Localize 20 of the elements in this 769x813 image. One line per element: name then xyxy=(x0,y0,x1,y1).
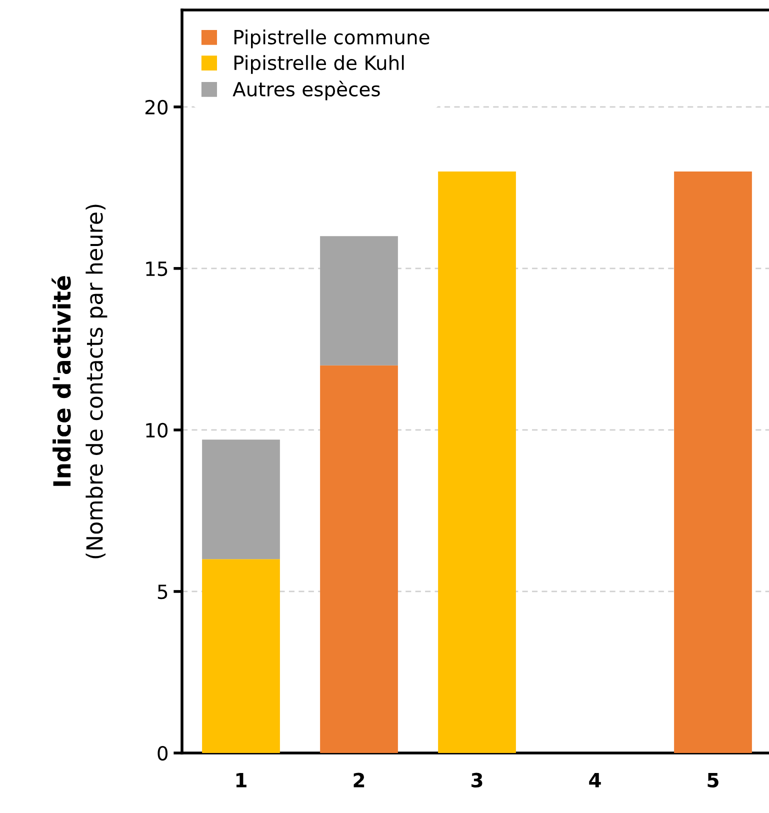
x-tick-label: 3 xyxy=(472,772,482,788)
bar xyxy=(674,172,752,753)
bar xyxy=(202,440,280,560)
x-tick-label: 5 xyxy=(708,773,718,788)
y-tick-label: 15 xyxy=(146,262,168,276)
bar xyxy=(202,559,280,753)
y-tick-label: 10 xyxy=(146,422,168,438)
legend-label: Pipistrelle commune xyxy=(234,29,430,48)
bar xyxy=(320,365,398,753)
y-axis-title: Indice d'activité (Nombre de contacts par heure) xyxy=(52,204,108,558)
bar xyxy=(320,236,398,366)
y-tick-label: 0 xyxy=(158,746,168,761)
bar xyxy=(438,172,516,753)
legend-label: Pipistrelle de Kuhl xyxy=(234,55,404,74)
x-tick-label: 4 xyxy=(589,773,601,788)
x-tick-label: 2 xyxy=(354,772,364,788)
y-tick-label: 20 xyxy=(145,100,168,115)
x-tick-label: 1 xyxy=(236,773,246,788)
y-tick-label: 5 xyxy=(158,584,168,600)
legend-label: Autres espèces xyxy=(232,80,380,100)
